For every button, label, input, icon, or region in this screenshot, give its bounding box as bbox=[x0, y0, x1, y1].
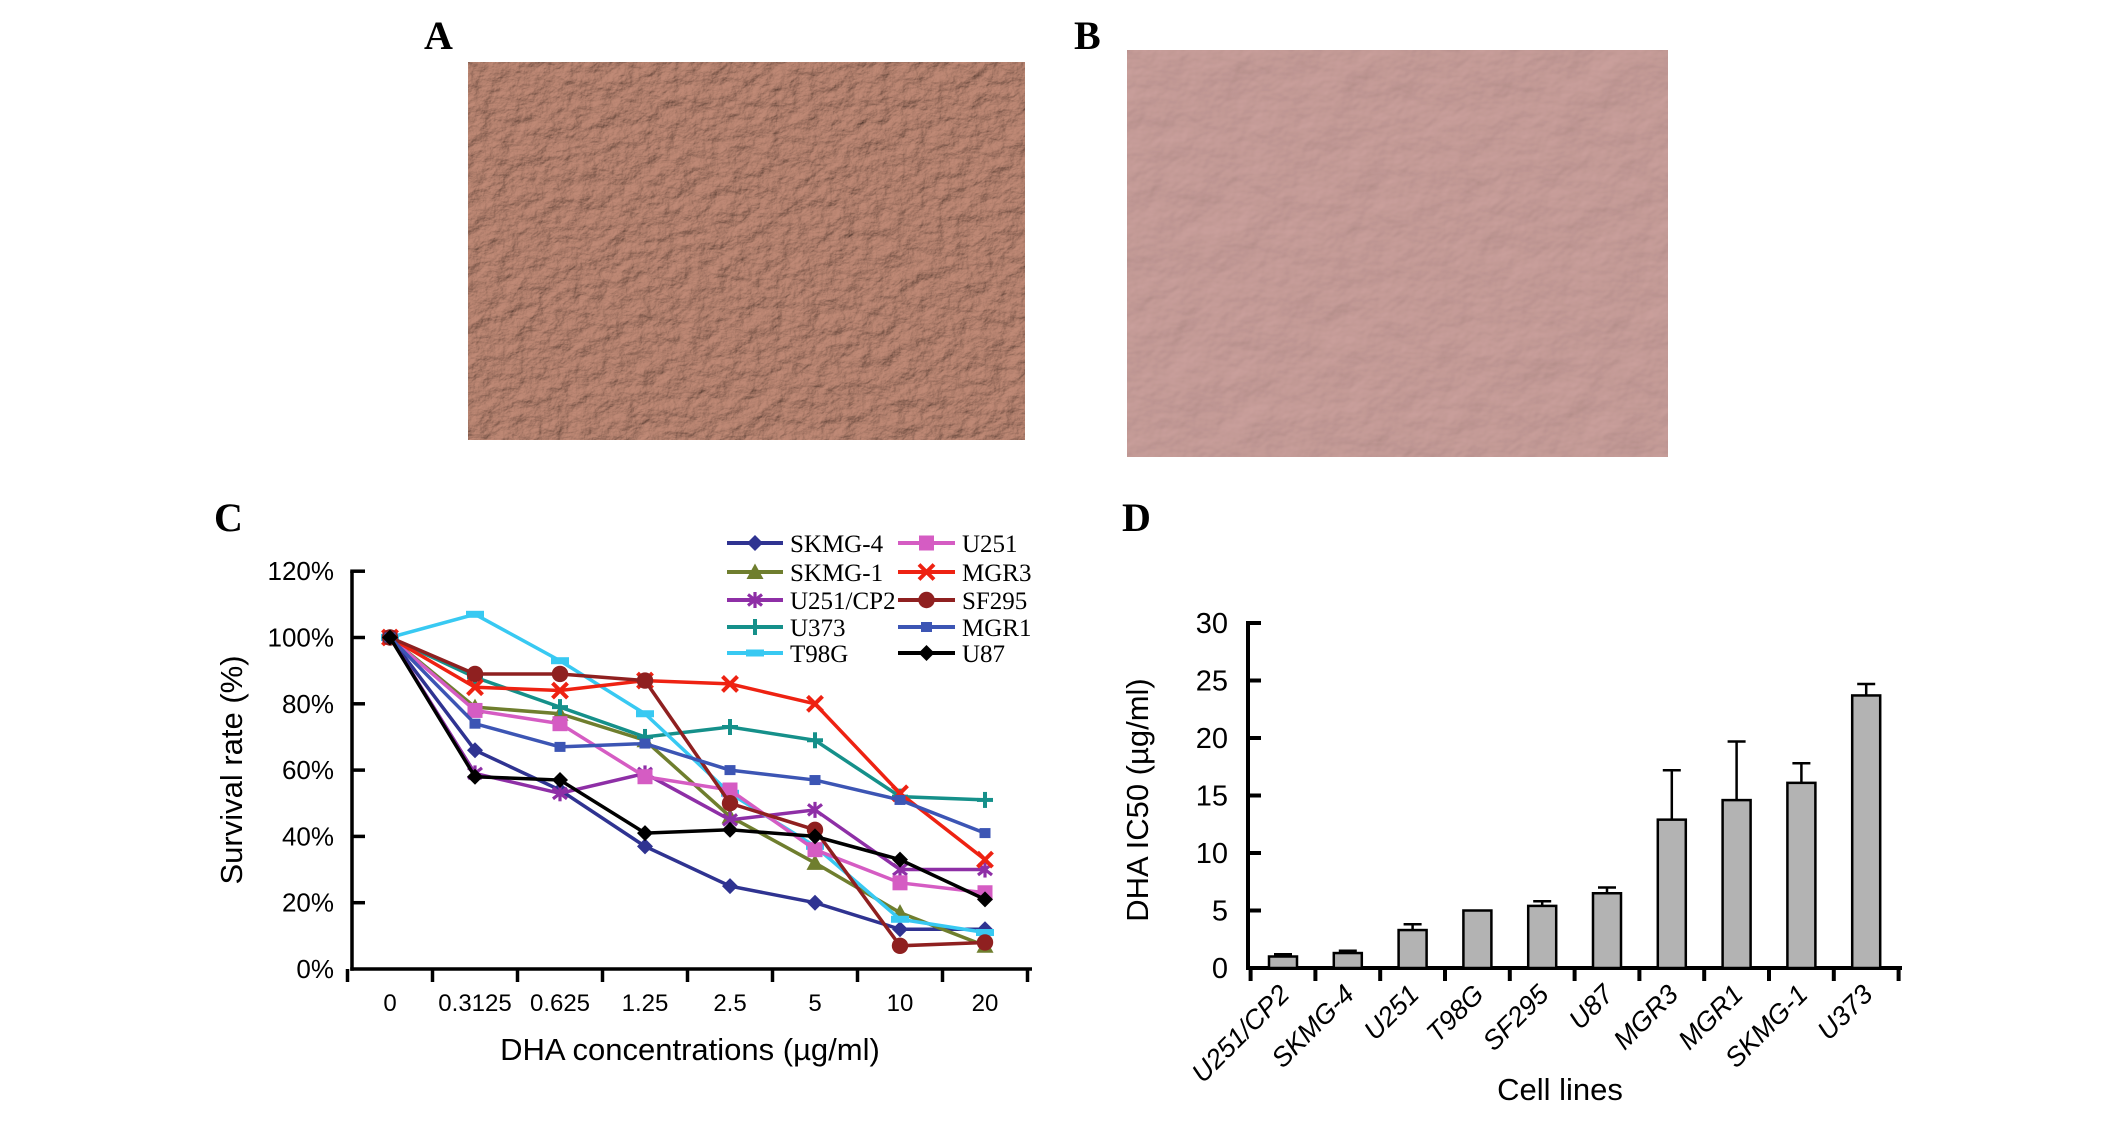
panel-label-c: C bbox=[214, 495, 243, 540]
c-xtick-label: 0.3125 bbox=[438, 990, 511, 1017]
bar-u87: U87 bbox=[1563, 886, 1623, 1035]
legend-label: SKMG-4 bbox=[790, 531, 884, 558]
c-xaxis-title: DHA concentrations (µg/ml) bbox=[500, 1032, 880, 1067]
bar-t98g: T98G bbox=[1421, 909, 1493, 1048]
c-legend: SKMG-4 U251 SKMG-1 MGR3 U251/CP2 SF295 U373 MGR… bbox=[727, 531, 1031, 668]
legend-item-skmg-1: SKMG-1 bbox=[727, 560, 883, 587]
c-yaxis-title: Survival rate (%) bbox=[214, 655, 249, 884]
c-ytick-label: 0% bbox=[296, 954, 334, 984]
legend-item-skmg-4: SKMG-4 bbox=[727, 531, 884, 558]
legend-label: U373 bbox=[790, 615, 846, 642]
d-ytick-label: 25 bbox=[1196, 666, 1228, 698]
micrograph-b-field bbox=[1127, 50, 1668, 457]
legend-label: U87 bbox=[962, 641, 1005, 668]
d-category-label: U87 bbox=[1563, 978, 1620, 1035]
c-axes: 0% 20% 40% 60% 80% 100% 120% 0 0.3125 0.625 1.25 2.… bbox=[268, 556, 1032, 1017]
legend-label: U251 bbox=[962, 531, 1018, 558]
d-category-label: SF295 bbox=[1477, 978, 1555, 1056]
panel-label-a: A bbox=[424, 13, 453, 58]
legend-item-u373: U373 bbox=[727, 615, 846, 642]
legend-item-mgr3: MGR3 bbox=[898, 560, 1031, 587]
series-mgr1 bbox=[384, 632, 991, 839]
legend-item-u251: U251 bbox=[898, 531, 1018, 558]
c-xtick-label: 0 bbox=[383, 990, 396, 1017]
c-ytick-label: 60% bbox=[282, 755, 334, 785]
legend-label: SKMG-1 bbox=[790, 560, 883, 587]
d-category-label: U251/CP2 bbox=[1186, 979, 1295, 1088]
d-ytick-label: 0 bbox=[1212, 953, 1228, 985]
c-xtick-label: 20 bbox=[972, 990, 999, 1017]
c-xtick-label: 5 bbox=[808, 990, 821, 1017]
series-u87 bbox=[382, 629, 993, 908]
legend-item-t98g: T98G bbox=[727, 641, 848, 668]
c-ytick-label: 20% bbox=[282, 888, 334, 918]
d-ytick-label: 15 bbox=[1196, 781, 1228, 813]
d-ytick-label: 30 bbox=[1196, 608, 1228, 640]
legend-label: T98G bbox=[790, 641, 848, 668]
c-ytick-label: 80% bbox=[282, 689, 334, 719]
c-xtick-label: 1.25 bbox=[622, 990, 669, 1017]
legend-label: U251/CP2 bbox=[790, 588, 896, 615]
c-xtick-label: 10 bbox=[887, 990, 914, 1017]
d-xaxis-title: Cell lines bbox=[1497, 1072, 1623, 1107]
legend-label: MGR1 bbox=[962, 615, 1031, 642]
d-yaxis-title: DHA IC50 (µg/ml) bbox=[1120, 678, 1155, 922]
micrograph-a bbox=[468, 62, 1025, 440]
d-category-label: U373 bbox=[1812, 979, 1879, 1046]
micrograph-a-field bbox=[468, 62, 1025, 440]
c-ytick-label: 100% bbox=[268, 623, 335, 653]
panel-label-d: D bbox=[1122, 495, 1151, 540]
legend-item-mgr1: MGR1 bbox=[898, 615, 1031, 642]
c-xtick-label: 2.5 bbox=[713, 990, 746, 1017]
d-ytick-label: 10 bbox=[1196, 838, 1228, 870]
survival-rate-line-chart: 0% 20% 40% 60% 80% 100% 120% 0 0.3125 0.625 1.25 2.… bbox=[214, 531, 1032, 1067]
d-ytick-label: 5 bbox=[1212, 896, 1228, 928]
c-ytick-label: 120% bbox=[268, 556, 335, 586]
d-category-label: U251 bbox=[1358, 979, 1425, 1046]
c-xtick-label: 0.625 bbox=[530, 990, 590, 1017]
bar-u373: U373 bbox=[1812, 682, 1882, 1046]
legend-item-u87: U87 bbox=[898, 641, 1005, 668]
legend-label: SF295 bbox=[962, 588, 1027, 615]
panel-label-b: B bbox=[1074, 13, 1101, 58]
d-category-label: MGR3 bbox=[1608, 979, 1684, 1055]
legend-item-sf295: SF295 bbox=[898, 588, 1027, 615]
legend-label: MGR3 bbox=[962, 560, 1031, 587]
d-ytick-label: 20 bbox=[1196, 723, 1228, 755]
c-ytick-label: 40% bbox=[282, 821, 334, 851]
legend-item-u251-cp2: U251/CP2 bbox=[727, 588, 896, 615]
micrograph-b bbox=[1127, 50, 1668, 457]
bar-u251: U251 bbox=[1358, 923, 1428, 1046]
